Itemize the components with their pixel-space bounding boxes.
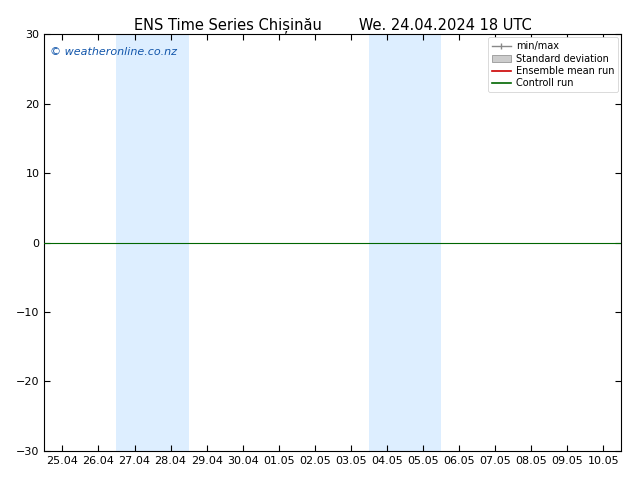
Text: © weatheronline.co.nz: © weatheronline.co.nz [50, 47, 177, 57]
Bar [117, 34, 153, 451]
Legend: min/max, Standard deviation, Ensemble mean run, Controll run: min/max, Standard deviation, Ensemble me… [488, 37, 618, 92]
Bar [153, 34, 189, 451]
Bar [405, 34, 441, 451]
Title: ENS Time Series Chișinău        We. 24.04.2024 18 UTC: ENS Time Series Chișinău We. 24.04.2024 … [134, 17, 532, 33]
Bar [369, 34, 405, 451]
